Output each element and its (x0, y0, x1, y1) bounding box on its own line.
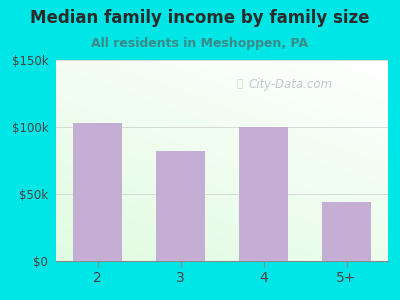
Text: All residents in Meshoppen, PA: All residents in Meshoppen, PA (92, 38, 308, 50)
Bar (238, 127, 288, 261)
Text: Median family income by family size: Median family income by family size (30, 9, 370, 27)
Bar (156, 151, 206, 261)
Bar (322, 202, 372, 261)
Text: 🔍: 🔍 (237, 79, 244, 89)
Text: City-Data.com: City-Data.com (248, 78, 333, 91)
Bar (73, 123, 122, 261)
